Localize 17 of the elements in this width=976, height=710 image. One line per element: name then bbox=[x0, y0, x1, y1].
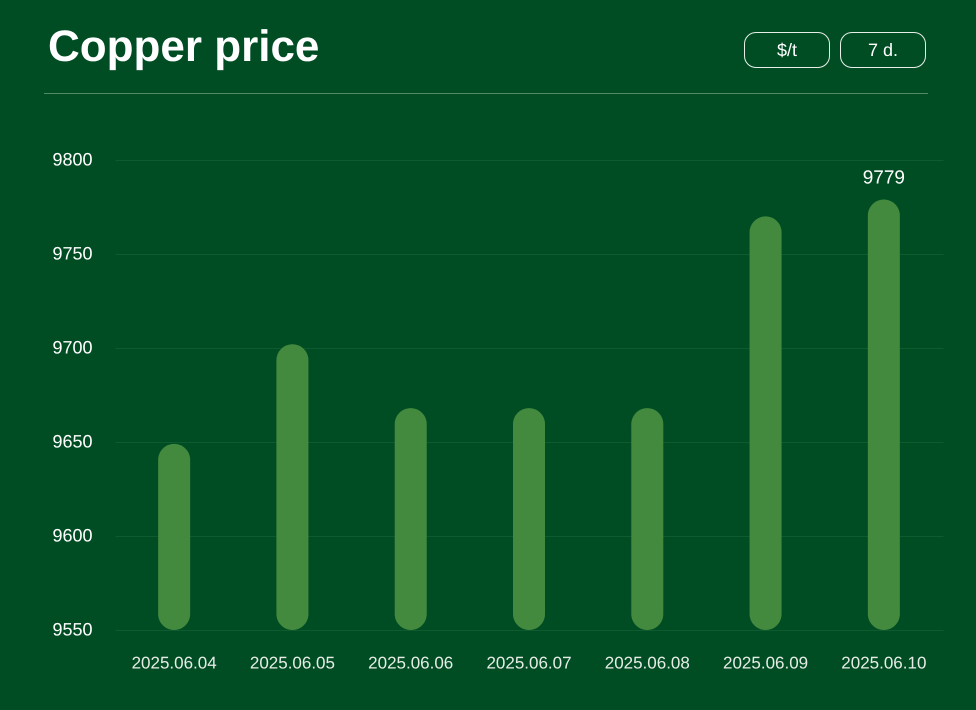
x-tick-label: 2025.06.08 bbox=[604, 654, 690, 672]
y-tick-label: 9700 bbox=[52, 338, 93, 358]
data-label: 9779 bbox=[862, 167, 905, 188]
y-tick-label: 9750 bbox=[52, 244, 93, 264]
text: 7 d. bbox=[840, 32, 926, 68]
y-tick-label: 9800 bbox=[52, 150, 93, 170]
y-tick-label: 9650 bbox=[52, 432, 93, 452]
y-tick-label: 9550 bbox=[52, 620, 93, 640]
x-tick-label: 2025.06.09 bbox=[723, 654, 808, 672]
x-tick-label: 2025.06.06 bbox=[368, 654, 454, 672]
y-tick-label: 9600 bbox=[52, 526, 93, 546]
text: $/t bbox=[744, 32, 830, 68]
x-tick-label: 2025.06.07 bbox=[486, 654, 572, 672]
x-tick-label: 2025.06.05 bbox=[250, 654, 335, 672]
x-tick-label: 2025.06.04 bbox=[132, 654, 217, 672]
x-tick-label: 2025.06.10 bbox=[841, 654, 926, 672]
chart-title: Copper price bbox=[48, 22, 320, 72]
